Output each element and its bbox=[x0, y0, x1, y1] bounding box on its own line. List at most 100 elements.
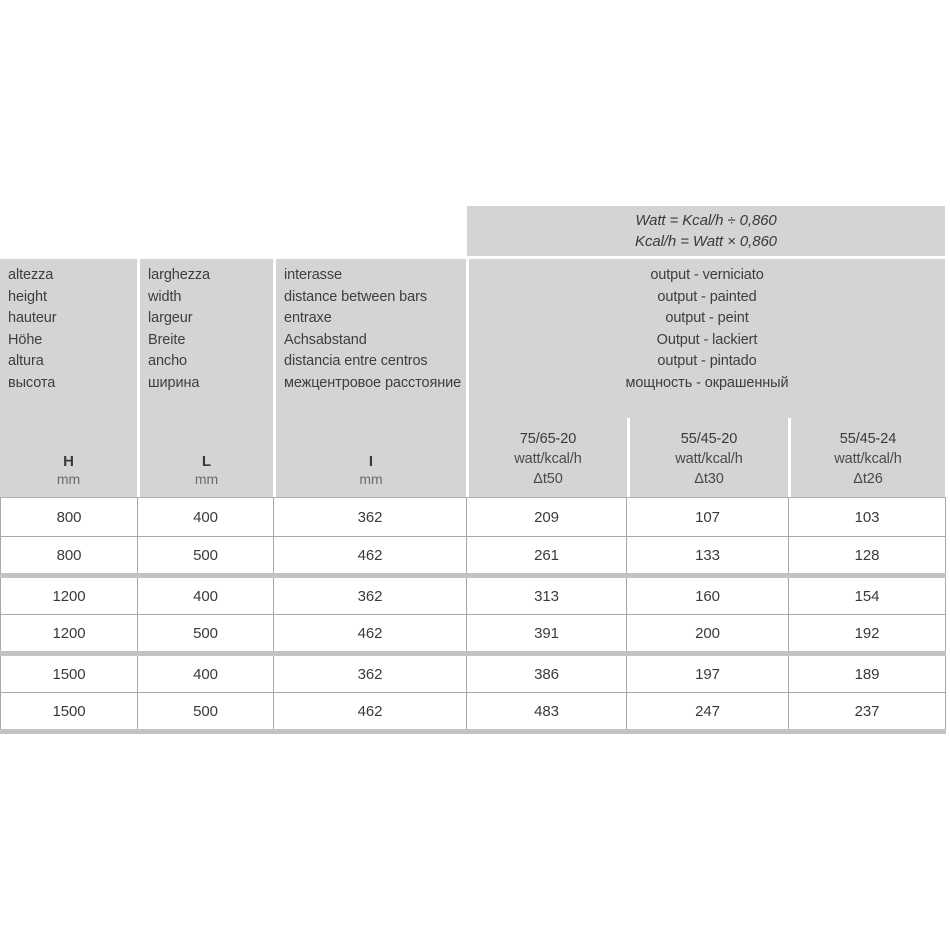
cell-interaxis: 462 bbox=[273, 692, 467, 732]
output-label-ru: мощность - окрашенный bbox=[625, 374, 789, 391]
height-label-fr: hauteur bbox=[8, 310, 57, 326]
interaxis-label-ru: межцентровое расстояние bbox=[284, 374, 462, 391]
table-header: altezza height hauteur Höhe altura высот… bbox=[0, 259, 945, 497]
cell-output-dt30: 200 bbox=[626, 614, 789, 654]
height-label-it: altezza bbox=[8, 267, 54, 283]
cell-height: 800 bbox=[0, 497, 138, 537]
cell-output-dt30: 197 bbox=[626, 653, 789, 693]
height-label-ru: высота bbox=[8, 374, 56, 391]
cell-width: 500 bbox=[137, 692, 274, 732]
cell-output-dt50: 209 bbox=[466, 497, 627, 537]
interaxis-symbol: I bbox=[368, 453, 374, 470]
formula-line-watt: Watt = Kcal/h ÷ 0,860 bbox=[635, 212, 777, 229]
cell-output-dt26: 154 bbox=[788, 575, 946, 615]
output-subcol-dt50: 75/65-20 watt/kcal/h Δt50 bbox=[469, 418, 627, 497]
regime-label: 55/45-20 bbox=[680, 431, 738, 447]
cell-output-dt26: 189 bbox=[788, 653, 946, 693]
width-label-en: width bbox=[148, 288, 182, 305]
row-group-1500: 1500 400 362 386 197 189 1500 500 462 48… bbox=[0, 653, 946, 732]
output-label-es: output - pintado bbox=[657, 353, 757, 369]
interaxis-label-es: distancia entre centros bbox=[284, 353, 428, 369]
cell-output-dt50: 391 bbox=[466, 614, 627, 654]
height-labels: altezza height hauteur Höhe altura высот… bbox=[0, 259, 137, 419]
interaxis-unit: mm bbox=[359, 471, 383, 487]
width-label-de: Breite bbox=[148, 331, 186, 348]
width-label-es: ancho bbox=[148, 353, 188, 369]
unit-label: watt/kcal/h bbox=[834, 451, 902, 467]
data-table: 800 400 362 209 107 103 800 500 462 261 … bbox=[0, 497, 946, 734]
row-group-1200: 1200 400 362 313 160 154 1200 500 462 39… bbox=[0, 575, 946, 654]
cell-height: 1200 bbox=[0, 614, 138, 654]
cell-width: 500 bbox=[137, 536, 274, 576]
delta-label: Δt30 bbox=[694, 471, 724, 487]
delta-label: Δt26 bbox=[853, 471, 883, 487]
cell-output-dt50: 261 bbox=[466, 536, 627, 576]
regime-label: 75/65-20 bbox=[519, 431, 577, 447]
width-labels: larghezza width largeur Breite ancho шир… bbox=[140, 259, 273, 419]
interaxis-label-en: distance between bars bbox=[284, 288, 427, 305]
interaxis-label-de: Achsabstand bbox=[284, 331, 367, 348]
cell-height: 800 bbox=[0, 536, 138, 576]
cell-height: 1500 bbox=[0, 692, 138, 732]
table-row: 1200 400 362 313 160 154 bbox=[0, 575, 946, 615]
cell-height: 1200 bbox=[0, 575, 138, 615]
cell-output-dt26: 128 bbox=[788, 536, 946, 576]
regime-label: 55/45-24 bbox=[839, 431, 897, 447]
table-row: 800 500 462 261 133 128 bbox=[0, 536, 946, 576]
unit-label: watt/kcal/h bbox=[675, 451, 743, 467]
height-label-en: height bbox=[8, 288, 47, 305]
cell-interaxis: 462 bbox=[273, 614, 467, 654]
cell-height: 1500 bbox=[0, 653, 138, 693]
width-unit: mm bbox=[194, 471, 219, 487]
output-subcolumns: 75/65-20 watt/kcal/h Δt50 55/45-20 watt/… bbox=[469, 418, 945, 497]
cell-output-dt50: 313 bbox=[466, 575, 627, 615]
interaxis-label-fr: entraxe bbox=[284, 310, 332, 326]
interaxis-labels: interasse distance between bars entraxe … bbox=[276, 259, 466, 419]
delta-label: Δt50 bbox=[533, 471, 563, 487]
header-group-output: output - verniciato output - painted out… bbox=[469, 259, 945, 497]
output-label-it: output - verniciato bbox=[650, 267, 764, 283]
cell-output-dt26: 103 bbox=[788, 497, 946, 537]
cell-interaxis: 462 bbox=[273, 536, 467, 576]
table-row: 1500 400 362 386 197 189 bbox=[0, 653, 946, 693]
output-label-fr: output - peint bbox=[665, 310, 749, 326]
cell-output-dt30: 247 bbox=[626, 692, 789, 732]
interaxis-label-it: interasse bbox=[284, 267, 342, 283]
output-label-de: Output - lackiert bbox=[656, 331, 758, 348]
cell-interaxis: 362 bbox=[273, 575, 467, 615]
unit-label: watt/kcal/h bbox=[514, 451, 582, 467]
height-label-es: altura bbox=[8, 353, 44, 369]
height-label-de: Höhe bbox=[8, 331, 43, 348]
cell-output-dt30: 133 bbox=[626, 536, 789, 576]
width-symbol: L bbox=[201, 453, 212, 470]
formula-line-kcal: Kcal/h = Watt × 0,860 bbox=[635, 233, 777, 250]
header-col-width: larghezza width largeur Breite ancho шир… bbox=[140, 259, 273, 497]
cell-width: 400 bbox=[137, 653, 274, 693]
width-label-ru: ширина bbox=[148, 374, 200, 391]
cell-width: 400 bbox=[137, 575, 274, 615]
height-symbol-block: H mm bbox=[0, 419, 137, 497]
table-row: 800 400 362 209 107 103 bbox=[0, 497, 946, 537]
output-subcol-dt26: 55/45-24 watt/kcal/h Δt26 bbox=[791, 418, 945, 497]
table-row: 1200 500 462 391 200 192 bbox=[0, 614, 946, 654]
width-label-fr: largeur bbox=[148, 310, 193, 326]
header-col-height: altezza height hauteur Höhe altura высот… bbox=[0, 259, 137, 497]
output-labels: output - verniciato output - painted out… bbox=[469, 259, 945, 418]
width-symbol-block: L mm bbox=[140, 419, 273, 497]
output-subcol-dt30: 55/45-20 watt/kcal/h Δt30 bbox=[630, 418, 788, 497]
cell-interaxis: 362 bbox=[273, 653, 467, 693]
header-col-interaxis: interasse distance between bars entraxe … bbox=[276, 259, 466, 497]
cell-width: 500 bbox=[137, 614, 274, 654]
interaxis-symbol-block: I mm bbox=[276, 419, 466, 497]
cell-output-dt26: 237 bbox=[788, 692, 946, 732]
cell-output-dt50: 386 bbox=[466, 653, 627, 693]
cell-output-dt30: 107 bbox=[626, 497, 789, 537]
width-label-it: larghezza bbox=[148, 267, 210, 283]
cell-width: 400 bbox=[137, 497, 274, 537]
cell-output-dt30: 160 bbox=[626, 575, 789, 615]
conversion-formula-box: Watt = Kcal/h ÷ 0,860 Kcal/h = Watt × 0,… bbox=[467, 206, 945, 256]
cell-output-dt50: 483 bbox=[466, 692, 627, 732]
height-unit: mm bbox=[56, 471, 81, 487]
table-row: 1500 500 462 483 247 237 bbox=[0, 692, 946, 732]
